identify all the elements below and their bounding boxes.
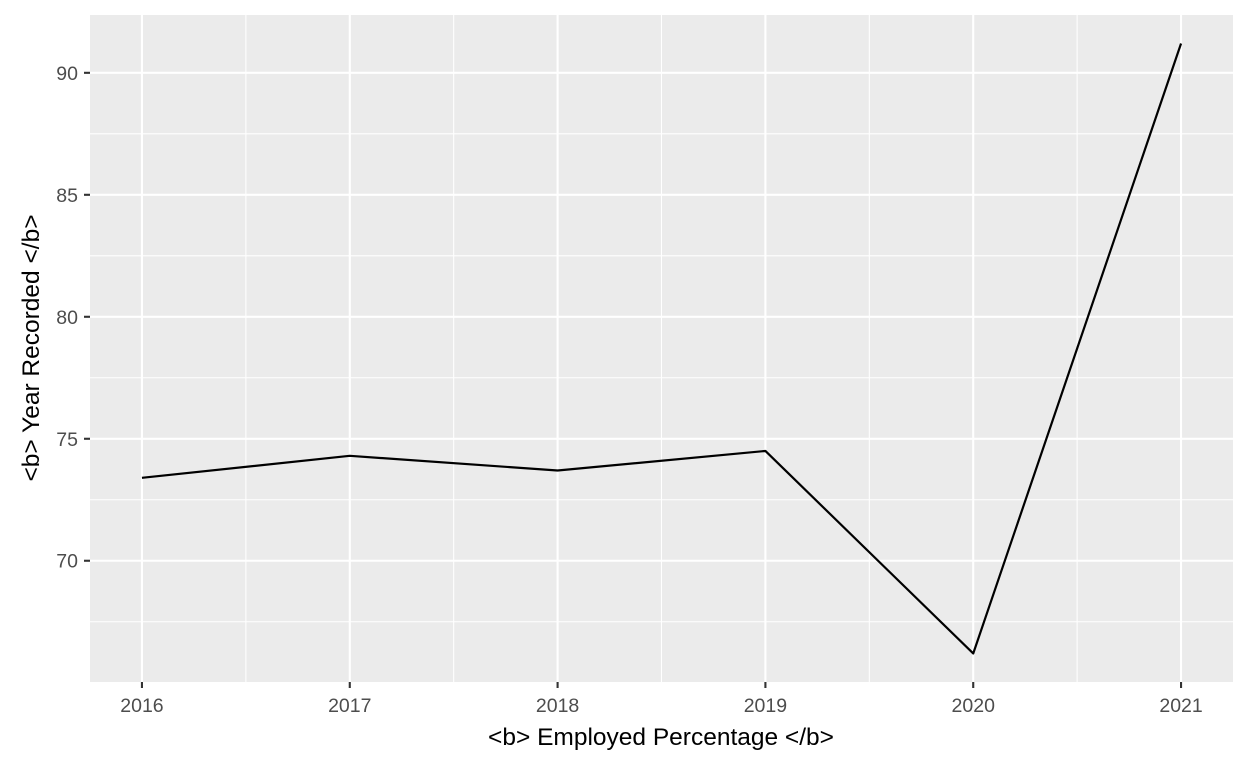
- y-axis-title: <b> Year Recorded </b>: [18, 215, 45, 482]
- x-tick-label: 2017: [328, 695, 371, 717]
- y-tick-label: 75: [56, 429, 78, 451]
- x-axis-title: <b> Employed Percentage </b>: [488, 724, 834, 751]
- x-tick-label: 2018: [536, 695, 579, 717]
- x-tick-label: 2021: [1159, 695, 1202, 717]
- y-axis: 70 75 80 85 90: [56, 63, 90, 573]
- y-tick-label: 70: [56, 551, 78, 573]
- y-tick-label: 90: [56, 63, 78, 85]
- y-tick-label: 80: [56, 307, 78, 329]
- x-axis: 2016 2017 2018 2019 2020 2021: [120, 682, 1203, 717]
- x-tick-label: 2016: [120, 695, 163, 717]
- x-tick-label: 2019: [744, 695, 787, 717]
- y-tick-label: 85: [56, 185, 78, 207]
- x-tick-label: 2020: [952, 695, 996, 717]
- series-line: [141, 43, 1183, 655]
- major-gridlines: [90, 15, 1233, 682]
